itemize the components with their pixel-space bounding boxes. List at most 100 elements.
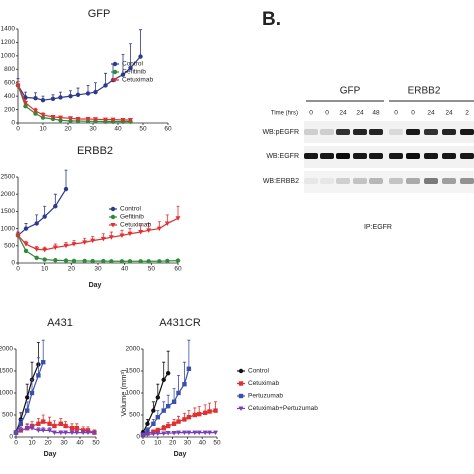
data-point	[52, 423, 57, 429]
data-point	[119, 259, 125, 264]
legend-label: Cetuximab+Pertuzumab	[248, 405, 318, 412]
legend-marker	[112, 69, 118, 75]
x-tick-label: 30	[89, 126, 97, 133]
data-point	[171, 431, 177, 436]
data-point	[128, 65, 133, 71]
data-point	[23, 242, 29, 247]
blot-caption: IP:EGFR	[364, 224, 392, 231]
data-point	[36, 373, 41, 378]
data-point	[165, 404, 171, 409]
data-point	[155, 431, 161, 436]
data-point	[36, 421, 41, 426]
y-tick-label: 1000	[126, 390, 141, 397]
data-point	[176, 419, 181, 424]
data-point	[202, 430, 208, 436]
data-point	[85, 428, 91, 433]
blot-band	[369, 129, 383, 135]
data-point	[58, 95, 63, 100]
legend-marker	[112, 61, 118, 67]
data-point	[100, 236, 106, 242]
y-tick-label: 1500	[1, 208, 16, 215]
data-point	[63, 430, 69, 436]
legend-label: Gefitinib	[122, 69, 146, 76]
data-point	[161, 377, 166, 382]
time-point: 2	[465, 110, 469, 117]
data-point	[138, 54, 143, 59]
series-line	[17, 217, 179, 251]
x-tick-label: 40	[76, 440, 84, 447]
data-point	[192, 412, 197, 418]
x-tick-label: 50	[92, 440, 100, 447]
data-point	[42, 214, 47, 219]
series	[13, 424, 97, 436]
data-point	[23, 95, 28, 100]
data-point	[151, 408, 156, 413]
data-point	[108, 235, 114, 240]
time-point: 24	[445, 110, 453, 117]
y-tick-label: 400	[4, 93, 15, 100]
data-point	[58, 430, 64, 436]
series	[15, 80, 133, 124]
data-point	[82, 258, 87, 264]
y-tick-label: 0	[11, 260, 15, 267]
data-point	[41, 360, 46, 365]
series	[15, 169, 69, 238]
data-point	[63, 243, 69, 249]
blot-band	[369, 153, 383, 159]
data-point	[80, 430, 86, 436]
data-point	[71, 258, 77, 264]
data-point	[23, 104, 28, 109]
data-point	[171, 421, 177, 426]
x-tick-label: 20	[64, 126, 72, 133]
x-tick-label: 20	[68, 266, 76, 273]
time-point: 0	[411, 110, 415, 117]
x-tick-label: 40	[199, 440, 207, 447]
legend-marker	[112, 78, 118, 83]
data-point	[34, 247, 40, 252]
error-bar	[139, 29, 142, 57]
blot-band	[353, 153, 367, 159]
data-point	[40, 115, 46, 120]
data-point	[35, 428, 41, 433]
data-point	[171, 399, 177, 404]
data-point	[91, 430, 97, 436]
x-tick-label: 0	[141, 440, 145, 447]
legend-marker	[110, 214, 116, 220]
data-point	[93, 117, 98, 122]
blot-strip	[304, 121, 474, 143]
data-point	[33, 108, 38, 114]
error-bar	[41, 339, 45, 363]
data-point	[23, 100, 28, 106]
legend-label: Cetuximab	[120, 222, 151, 229]
data-point	[68, 93, 73, 99]
legend-marker	[110, 223, 116, 228]
legend-label: Control	[120, 206, 142, 213]
data-point	[42, 247, 48, 253]
data-point	[138, 230, 144, 235]
x-tick-label: 0	[16, 266, 20, 273]
data-point	[40, 112, 46, 118]
series-line	[142, 368, 190, 436]
y-tick-label: 800	[4, 66, 15, 73]
time-point: 24	[427, 110, 435, 117]
y-tick-label: 0	[136, 434, 140, 441]
data-point	[82, 240, 88, 245]
data-point	[33, 111, 38, 116]
legend-label: Cetuximab	[248, 380, 279, 387]
blot-band	[353, 178, 367, 184]
data-point	[165, 423, 171, 429]
y-tick-label: 500	[2, 412, 13, 419]
data-point	[164, 221, 170, 226]
data-point	[23, 226, 29, 231]
data-point	[51, 430, 57, 436]
data-point	[103, 83, 108, 88]
series-line	[17, 85, 131, 123]
data-point	[34, 221, 39, 226]
time-point: 24	[339, 110, 347, 117]
y-tick-label: 600	[4, 79, 15, 86]
data-point	[161, 408, 166, 413]
data-point	[207, 409, 212, 414]
data-point	[53, 258, 58, 263]
blot-band	[460, 178, 474, 184]
blot-lanes	[304, 129, 474, 184]
